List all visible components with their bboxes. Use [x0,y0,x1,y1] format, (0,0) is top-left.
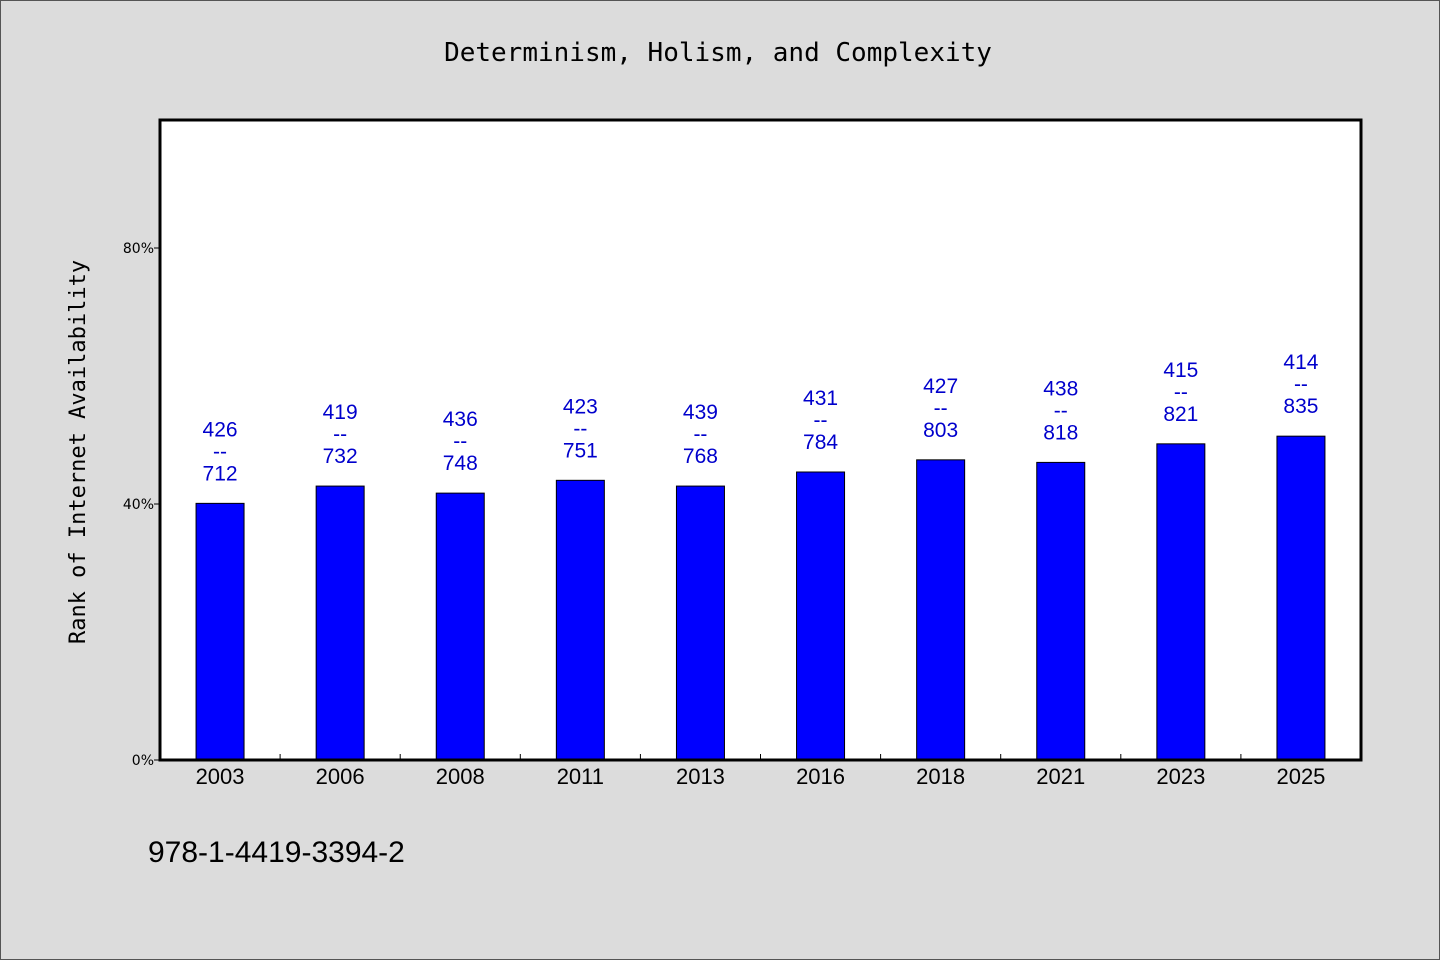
data-label-top: 414 [1283,351,1318,374]
x-tick-label: 2003 [196,764,245,789]
data-label-bottom: 803 [923,419,958,442]
bar-2003 [195,502,245,761]
data-label-separator: -- [1294,373,1308,396]
x-tick-label: 2016 [796,764,845,789]
data-label-separator: -- [814,409,828,432]
bar-2013 [675,485,725,761]
data-label-top: 419 [323,401,358,424]
data-label-bottom: 751 [563,439,598,462]
chart-marks: 0%40%80%2003426--7122006419--7322008436-… [123,118,1363,789]
data-label-separator: -- [693,423,707,446]
data-label-bottom: 818 [1043,421,1078,444]
x-tick-label: 2011 [557,764,604,789]
data-label-bottom: 835 [1283,395,1318,418]
x-tick-label: 2023 [1156,764,1205,789]
data-label-separator: -- [1054,399,1068,422]
y-tick-label: 80% [123,241,154,257]
x-tick-label: 2013 [676,764,725,789]
bar-2011 [555,479,605,761]
data-label-top: 415 [1163,359,1198,382]
bar-2025 [1276,435,1326,761]
bar-2008 [435,492,485,761]
x-tick-label: 2008 [436,764,485,789]
bar-2023 [1156,443,1206,761]
data-label-bottom: 821 [1163,403,1198,426]
plot-border [158,118,1363,762]
data-label-bottom: 712 [203,462,238,485]
data-label-bottom: 732 [323,445,358,468]
bar-2016 [796,471,846,761]
x-tick-label: 2018 [916,764,965,789]
chart-title: Determinism, Holism, and Complexity [444,38,992,68]
data-label-separator: -- [213,440,227,463]
data-label-bottom: 748 [443,452,478,475]
data-label-separator: -- [934,397,948,420]
y-axis-label: Rank of Internet Availability [66,260,91,644]
data-label-top: 431 [803,387,838,410]
data-label-top: 439 [683,401,718,424]
data-label-top: 423 [563,395,598,418]
bar-2006 [315,485,365,761]
data-label-separator: -- [453,430,467,453]
data-label-bottom: 784 [803,431,838,454]
data-label-top: 436 [443,408,478,431]
data-label-separator: -- [573,417,587,440]
data-label-top: 438 [1043,377,1078,400]
data-label-bottom: 768 [683,445,718,468]
bar-2018 [916,459,966,761]
y-tick-label: 0% [132,753,154,769]
data-label-separator: -- [1174,381,1188,404]
data-label-separator: -- [333,423,347,446]
data-label-top: 426 [203,418,238,441]
x-tick-label: 2025 [1276,764,1325,789]
isbn-footer: 978-1-4419-3394-2 [148,836,405,869]
y-tick-label: 40% [123,497,154,513]
x-tick-label: 2021 [1036,764,1085,789]
x-tick-label: 2006 [316,764,365,789]
data-label-top: 427 [923,375,958,398]
bar-2021 [1036,461,1086,761]
